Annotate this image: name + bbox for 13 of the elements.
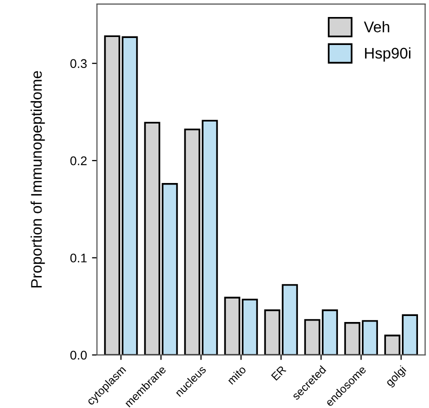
legend-label: Veh — [364, 21, 390, 32]
y-axis-title: Proportion of Immunopeptidome — [30, 71, 45, 288]
bar — [202, 120, 218, 355]
y-tick-label: 0.2 — [70, 156, 87, 166]
legend-label: Hsp90i — [365, 47, 410, 62]
y-tick-label: 0.0 — [70, 350, 87, 360]
y-tick-label: 0.3 — [70, 59, 87, 68]
bar — [162, 183, 178, 355]
x-tick-label: ER — [271, 365, 286, 381]
y-tick-label: 0.1 — [70, 254, 87, 262]
bar — [144, 122, 160, 355]
x-tick-label: mito — [226, 365, 246, 385]
bar — [184, 128, 200, 355]
